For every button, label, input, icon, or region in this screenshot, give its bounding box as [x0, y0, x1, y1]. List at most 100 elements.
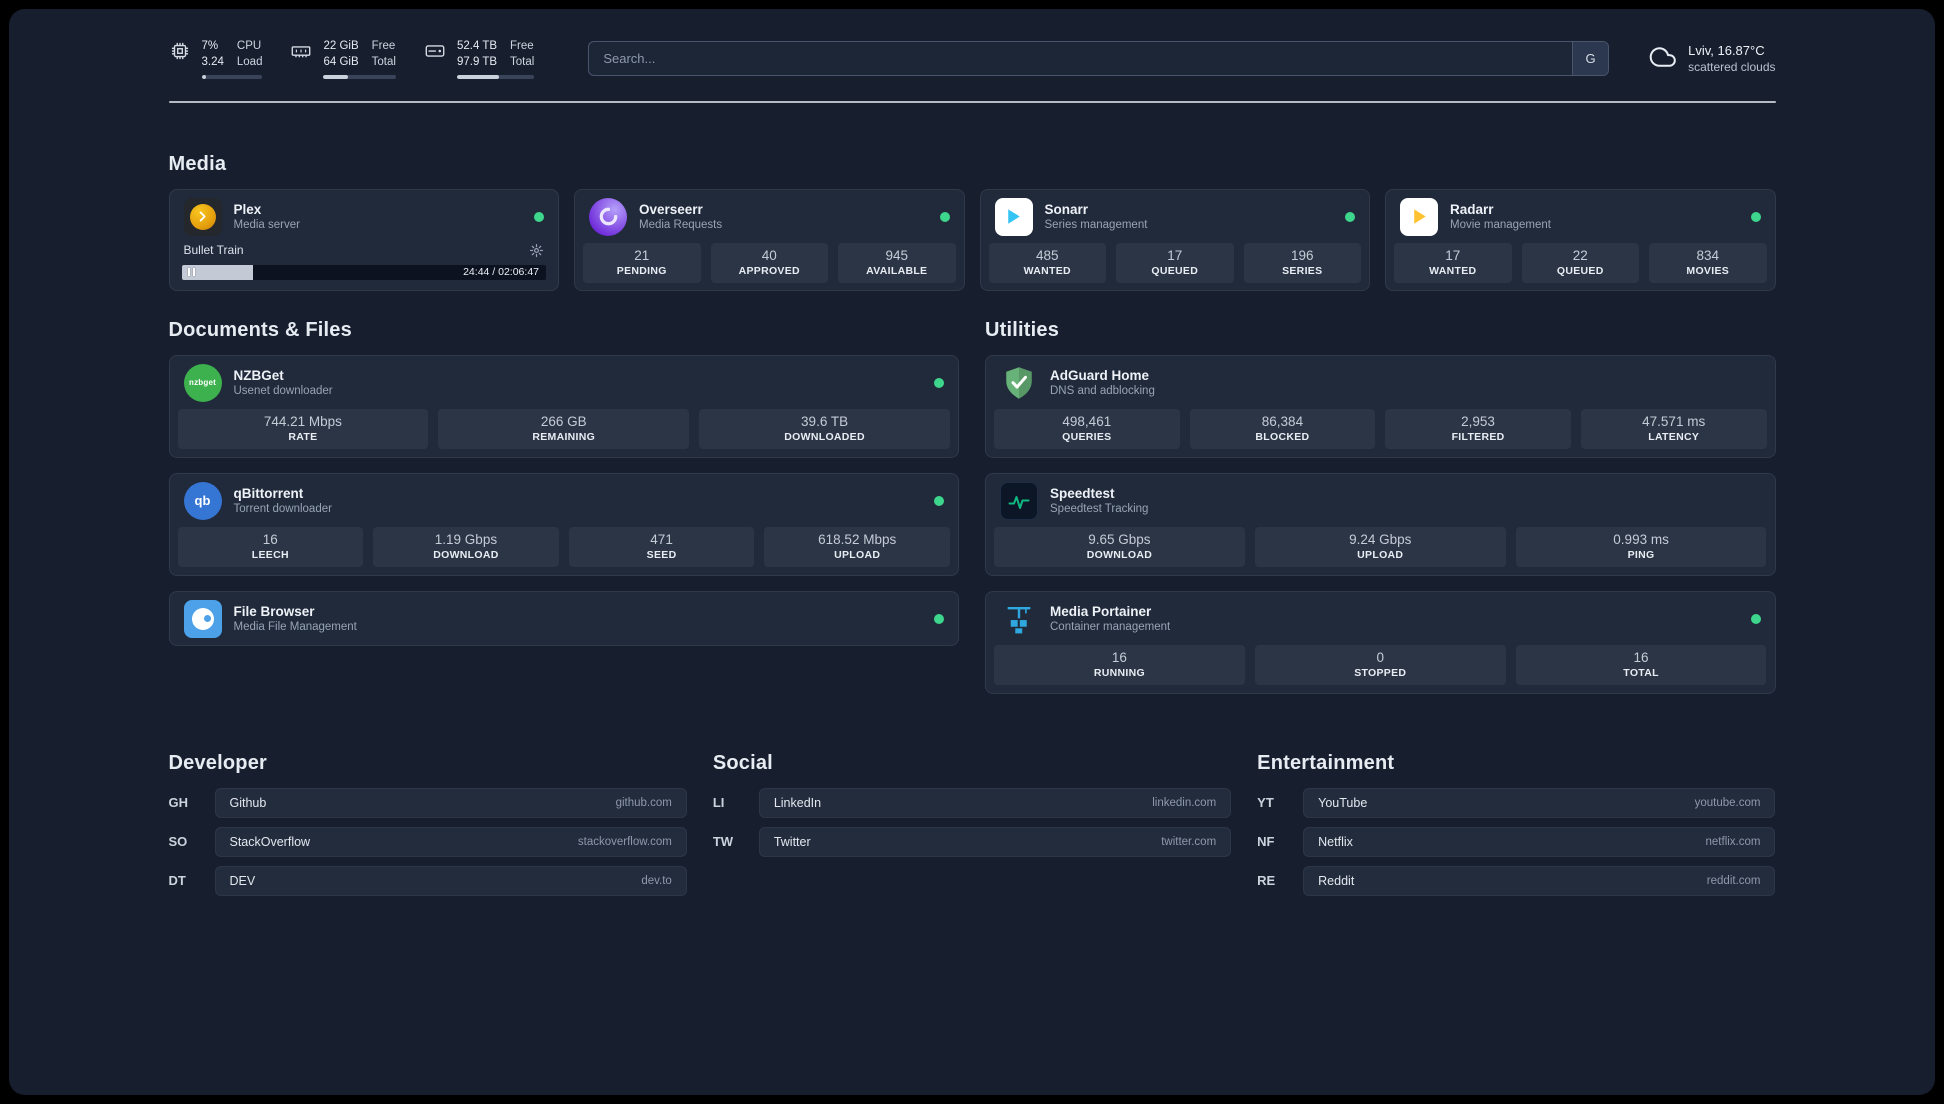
disk-label-top: Free	[510, 40, 534, 52]
stat-value: 16	[1633, 649, 1649, 665]
service-card-adguard[interactable]: AdGuard Home DNS and adblocking 498,461 QUE…	[985, 354, 1776, 458]
disk-label-bottom: Total	[510, 55, 535, 68]
search-bar[interactable]: G	[588, 41, 1610, 77]
service-card-sonarr[interactable]: Sonarr Series management 485 WANTED 17 QUEUED…	[979, 188, 1370, 291]
stat-label: SEED	[646, 548, 677, 561]
service-card-portainer[interactable]: Media Portainer Container management 16 RUN…	[985, 590, 1776, 694]
stat-value: 266 GB	[540, 413, 587, 429]
bookmark-url: linkedin.com	[1152, 796, 1217, 809]
stat-blocked: 86,384 BLOCKED	[1189, 408, 1376, 449]
stat-label: MOVIES	[1686, 264, 1730, 277]
stat-label: LEECH	[251, 548, 289, 561]
stat-label: DOWNLOADED	[784, 430, 865, 443]
main-area: Media Plex Media server Bullet Train 24:44 /…	[168, 153, 1776, 936]
stat-value: 485	[1035, 247, 1059, 263]
disk-progress-fill	[456, 75, 499, 79]
service-card-header: AdGuard Home DNS and adblocking	[986, 356, 1775, 409]
bookmark-url: youtube.com	[1694, 796, 1761, 809]
stat-label: UPLOAD	[834, 548, 881, 561]
playback-time: 24:44 / 02:06:47	[463, 265, 539, 278]
bookmark-item: GH Github github.com	[169, 787, 687, 818]
service-card-nzbget[interactable]: nzbget NZBGet Usenet downloader 744.21 Mbps…	[168, 354, 959, 458]
bookmark-link-github[interactable]: Github github.com	[214, 787, 687, 818]
ram-free-value: 22 GiB	[323, 40, 359, 52]
bookmark-url: reddit.com	[1706, 874, 1761, 887]
stat-label: QUEUED	[1151, 264, 1199, 277]
overseerr-icon	[589, 197, 627, 236]
bookmark-item: LI LinkedIn linkedin.com	[713, 787, 1232, 818]
status-dot-online	[1750, 613, 1761, 624]
cpu-progress-bar	[201, 75, 263, 79]
bookmark-link-reddit[interactable]: Reddit reddit.com	[1303, 865, 1776, 896]
service-card-qbittorrent[interactable]: qb qBittorrent Torrent downloader 16 LEECH 1.…	[168, 472, 959, 576]
service-title-block: Radarr Movie management	[1450, 202, 1551, 231]
adguard-icon	[1000, 364, 1038, 402]
stat-value: 498,461	[1062, 413, 1112, 429]
service-card-radarr[interactable]: Radarr Movie management 17 WANTED 22 QUEUED 83…	[1385, 188, 1776, 291]
group-title-documents: Documents & Files	[168, 318, 352, 341]
weather-widget[interactable]: Lviv, 16.87°C scattered clouds	[1647, 42, 1776, 75]
settings-gear-icon[interactable]	[529, 243, 544, 258]
ram-progress-fill	[323, 75, 349, 79]
ram-total-value: 64 GiB	[323, 55, 359, 68]
stat-downloaded: 39.6 TB DOWNLOADED	[699, 408, 950, 449]
bookmark-name: Twitter	[773, 834, 811, 849]
stat-filtered: 2,953 FILTERED	[1385, 408, 1571, 449]
stat-label: QUEUED	[1556, 264, 1604, 277]
stat-value: 21	[634, 247, 650, 263]
stat-value: 744.21 Mbps	[263, 413, 342, 429]
search-input[interactable]	[589, 42, 1573, 76]
group-title-utilities: Utilities	[985, 318, 1060, 341]
service-card-speedtest[interactable]: Speedtest Speedtest Tracking 9.65 Gbps DOWN…	[985, 472, 1776, 576]
service-card-header: qb qBittorrent Torrent downloader	[170, 474, 959, 527]
service-stats: 498,461 QUERIES 86,384 BLOCKED 2,953 FILTERED…	[986, 408, 1775, 457]
cpu-label-top: CPU	[236, 40, 262, 52]
bookmark-link-stackoverflow[interactable]: StackOverflow stackoverflow.com	[214, 826, 687, 857]
service-description: Speedtest Tracking	[1050, 503, 1149, 516]
stat-upload: 9.24 Gbps UPLOAD	[1254, 526, 1506, 567]
bookmark-group-developer: Developer GH Github github.com SO StackOverfl…	[169, 752, 687, 896]
stat-rate: 744.21 Mbps RATE	[177, 408, 429, 449]
service-name: Sonarr	[1044, 202, 1089, 218]
bookmark-item: DT DEV dev.to	[169, 865, 687, 896]
bookmark-link-dev[interactable]: DEV dev.to	[214, 865, 687, 896]
bookmark-item: TW Twitter twitter.com	[713, 826, 1232, 857]
service-stats: 744.21 Mbps RATE 266 GB REMAINING 39.6 TB DOW…	[170, 408, 959, 457]
bookmark-group-social: Social LI LinkedIn linkedin.com TW Twitter twi…	[712, 751, 1232, 896]
bookmark-name: Github	[229, 795, 267, 810]
service-name: Overseerr	[639, 202, 703, 218]
bookmark-link-netflix[interactable]: Netflix netflix.com	[1303, 826, 1776, 857]
service-stats: 9.65 Gbps DOWNLOAD 9.24 Gbps UPLOAD 0.993 ms…	[986, 526, 1775, 575]
stat-label: DOWNLOAD	[1086, 548, 1153, 561]
stat-label: STOPPED	[1354, 666, 1407, 679]
playback-progress-bar[interactable]: 24:44 / 02:06:47	[181, 264, 546, 280]
bookmark-item: NF Netflix netflix.com	[1257, 826, 1776, 857]
status-dot-online	[1750, 211, 1761, 222]
search-provider-button[interactable]: G	[1572, 42, 1609, 76]
cpu-percent: 7%	[201, 40, 219, 52]
service-card-plex[interactable]: Plex Media server Bullet Train 24:44 / 02:0…	[168, 188, 559, 291]
service-card-overseerr[interactable]: Overseerr Media Requests 21 PENDING 40 APPROV…	[574, 188, 965, 291]
stat-value: 9.65 Gbps	[1088, 531, 1151, 547]
service-title-block: Sonarr Series management	[1045, 202, 1148, 231]
plex-icon	[183, 197, 222, 236]
stat-queued: 22 QUEUED	[1521, 242, 1639, 283]
bookmark-group-title: Social	[712, 751, 773, 774]
weather-location: Lviv, 16.87°C	[1688, 43, 1765, 59]
section-media: Media Plex Media server Bullet Train 24:44 /…	[168, 153, 1776, 291]
bookmark-link-linkedin[interactable]: LinkedIn linkedin.com	[758, 787, 1232, 818]
cpu-label-bottom: Load	[236, 55, 263, 68]
bookmark-link-youtube[interactable]: YouTube youtube.com	[1303, 787, 1776, 818]
stat-ping: 0.993 ms PING	[1515, 526, 1767, 567]
stat-value: 86,384	[1261, 413, 1304, 429]
service-stats: 485 WANTED 17 QUEUED 196 SERIES	[981, 242, 1370, 291]
service-card-header: Radarr Movie management	[1386, 190, 1775, 243]
bookmark-item: SO StackOverflow stackoverflow.com	[169, 826, 687, 857]
service-card-filebrowser[interactable]: File Browser Media File Management	[168, 590, 959, 646]
stat-label: LATENCY	[1648, 430, 1700, 443]
pause-icon[interactable]	[187, 268, 195, 277]
bookmark-link-twitter[interactable]: Twitter twitter.com	[758, 826, 1232, 857]
service-title-block: AdGuard Home DNS and adblocking	[1050, 368, 1155, 397]
bookmark-list: LI LinkedIn linkedin.com TW Twitter twitter.c…	[713, 787, 1232, 857]
disk-free-value: 52.4 TB	[456, 40, 498, 52]
